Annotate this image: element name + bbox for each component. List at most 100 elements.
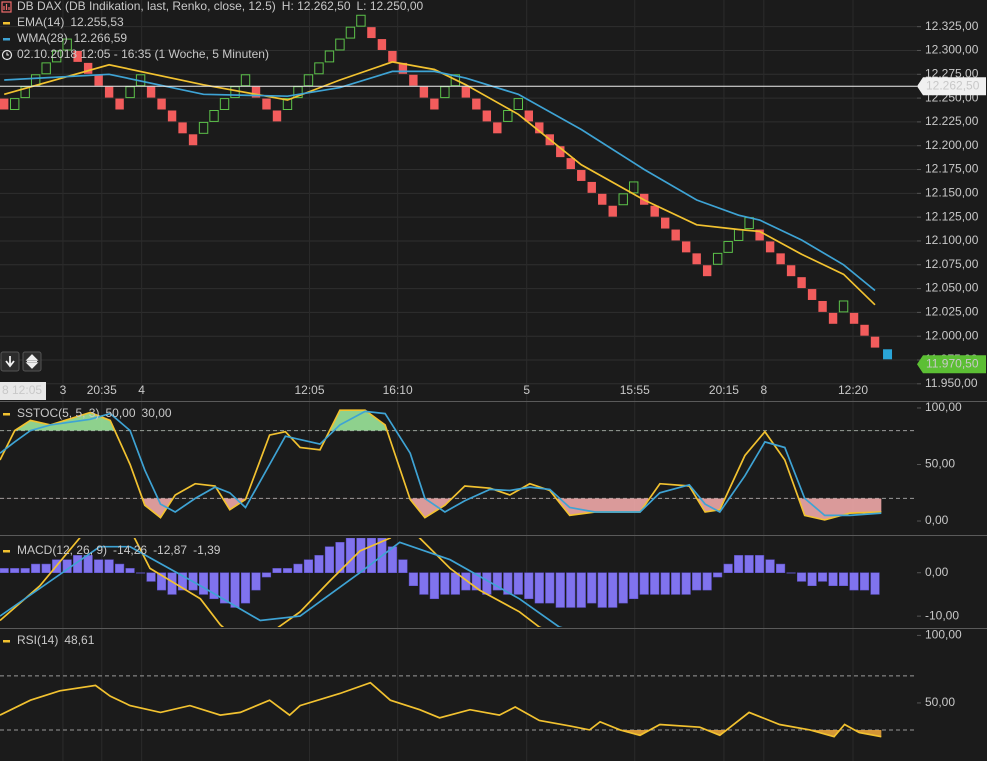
histogram-bar — [366, 538, 376, 573]
renko-up-brick — [41, 62, 51, 75]
histogram-bar — [849, 572, 859, 591]
histogram-bar — [345, 538, 355, 573]
x-tick-label: 20:15 — [709, 383, 739, 397]
renko-down-brick — [493, 122, 502, 134]
histogram-bar — [524, 572, 534, 600]
renko-down-brick — [608, 205, 617, 217]
renko-down-brick — [598, 193, 607, 205]
renko-up-brick — [51, 50, 62, 63]
mark-layer — [0, 14, 917, 738]
histogram-bar — [471, 572, 481, 591]
histogram-bar — [31, 563, 41, 573]
histogram-bar — [251, 572, 261, 591]
renko-down-brick — [671, 229, 680, 241]
histogram-bar — [10, 568, 20, 573]
renko-down-brick — [83, 62, 93, 74]
histogram-bar — [272, 568, 282, 573]
y-tick-label: 100,00 — [925, 628, 962, 642]
y-tick-label: 12.150,00 — [925, 186, 979, 200]
y-tick-label: 12.000,00 — [925, 328, 979, 342]
histogram-bar — [671, 572, 681, 595]
histogram-bar — [440, 572, 450, 595]
histogram-bar — [650, 572, 660, 595]
histogram-bar — [734, 555, 744, 573]
y-tick-label: 0,00 — [925, 565, 949, 579]
renko-down-brick — [115, 98, 124, 110]
renko-up-brick — [209, 110, 219, 122]
histogram-bar — [209, 572, 219, 600]
renko-up-brick — [838, 300, 849, 313]
renko-down-brick — [650, 205, 659, 217]
renko-down-brick — [786, 265, 796, 277]
legend-swatch — [3, 413, 10, 416]
renko-down-brick — [461, 86, 471, 98]
renko-down-brick — [556, 146, 565, 158]
chart-title: DB DAX (DB Indikation, last, Renko, clos… — [17, 0, 276, 13]
renko-down-brick — [251, 86, 261, 98]
renko-down-brick — [146, 86, 156, 98]
histogram-bar — [198, 572, 209, 595]
histogram-bar — [461, 572, 471, 591]
renko-down-brick — [660, 217, 670, 229]
y-tick-label: 100,00 — [925, 400, 962, 414]
y-tick-label: 12.100,00 — [925, 233, 979, 247]
renko-down-brick — [188, 134, 198, 146]
histogram-bar — [20, 568, 30, 573]
renko-down-brick — [765, 241, 775, 253]
zoom-button[interactable] — [22, 351, 42, 372]
y-tick-label: -10,00 — [925, 608, 959, 622]
histogram-bar — [146, 572, 156, 582]
last-price-box — [917, 355, 986, 374]
histogram-bar — [178, 572, 188, 591]
histogram-bar — [839, 572, 849, 587]
renko-down-brick — [566, 158, 575, 170]
histogram-bar — [503, 572, 513, 595]
grid-layer — [0, 0, 921, 761]
indicator-line — [0, 541, 563, 627]
y-tick-label: 12.125,00 — [925, 209, 979, 223]
legend-swatch — [3, 550, 10, 553]
histogram-bar — [157, 572, 167, 591]
x-tick-label: 15:55 — [620, 383, 650, 397]
histogram-bar — [576, 572, 586, 608]
histogram-bar — [513, 572, 523, 595]
y-tick-label: 0,00 — [925, 513, 949, 527]
renko-down-brick — [398, 62, 408, 74]
histogram-bar — [387, 546, 397, 573]
scroll-down-button[interactable] — [0, 351, 20, 372]
indicator-line — [0, 681, 882, 738]
histogram-bar — [723, 563, 733, 573]
current-brick-marker — [883, 349, 893, 360]
histogram-bar — [807, 572, 817, 587]
renko-down-brick — [524, 110, 533, 122]
renko-up-brick — [198, 121, 209, 134]
legend-value: 48,61 — [64, 633, 94, 647]
x-tick-label: 12:20 — [838, 383, 868, 397]
renko-up-brick — [712, 252, 723, 265]
histogram-bar — [744, 555, 754, 573]
x-tick-label: 12:05 — [294, 383, 324, 397]
y-tick-label: 50,00 — [925, 457, 955, 471]
histogram-bar — [429, 572, 439, 600]
histogram-bar — [776, 563, 786, 573]
renko-down-brick — [755, 229, 764, 241]
histogram-bar — [713, 572, 723, 578]
y-tick-label: 12.275,00 — [925, 66, 979, 80]
histogram-bar — [335, 542, 345, 573]
histogram-bar — [859, 572, 870, 591]
histogram-bar — [629, 572, 639, 600]
x-tick-label: 8 — [760, 383, 767, 397]
renko-down-brick — [409, 74, 418, 86]
x-tick-label: 4 — [138, 383, 145, 397]
histogram-bar — [261, 572, 272, 578]
legend-value: 12.255,53 — [70, 15, 124, 29]
histogram-bar — [240, 572, 251, 604]
legend-value: -1,39 — [193, 543, 221, 557]
renko-down-brick — [776, 253, 785, 265]
histogram-bar — [0, 568, 9, 573]
renko-up-brick — [513, 98, 524, 110]
indicator-line — [0, 538, 542, 627]
legend-swatch — [3, 38, 10, 41]
renko-down-brick — [797, 277, 806, 289]
